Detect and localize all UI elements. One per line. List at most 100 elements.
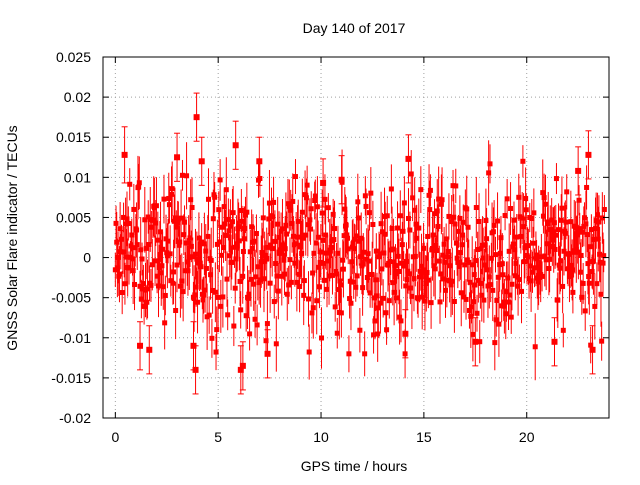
data-point	[391, 289, 397, 295]
data-point	[232, 244, 238, 250]
data-point	[419, 263, 425, 269]
data-point	[160, 284, 166, 290]
data-point	[454, 255, 460, 261]
data-point	[124, 216, 130, 222]
data-point	[440, 276, 446, 282]
data-point	[326, 273, 332, 279]
data-point	[470, 331, 476, 337]
y-tick-label: -0.005	[51, 290, 91, 306]
data-point	[187, 235, 193, 241]
data-point	[240, 249, 246, 255]
data-point	[368, 190, 374, 196]
data-point	[342, 206, 348, 212]
data-point	[399, 260, 405, 266]
data-point	[138, 247, 144, 253]
data-point	[434, 248, 440, 254]
data-point	[288, 279, 294, 285]
data-point	[453, 183, 459, 189]
data-point	[566, 251, 572, 257]
data-point	[168, 278, 174, 284]
data-point	[225, 216, 231, 222]
data-point	[464, 257, 470, 263]
data-point	[383, 310, 389, 316]
data-point	[594, 281, 600, 287]
data-point	[309, 310, 315, 316]
data-point	[206, 312, 212, 318]
data-point	[280, 242, 286, 248]
data-point	[447, 278, 453, 284]
data-point	[597, 251, 603, 257]
data-point	[296, 271, 302, 277]
data-point	[497, 262, 503, 268]
data-point	[559, 205, 565, 211]
data-point	[437, 299, 443, 305]
data-point	[474, 310, 480, 316]
data-point	[217, 177, 223, 183]
data-point	[503, 289, 509, 295]
data-point	[512, 247, 518, 253]
data-point	[222, 221, 228, 227]
data-point	[205, 233, 211, 239]
data-point	[463, 296, 469, 302]
data-point	[592, 226, 598, 232]
data-point	[473, 205, 479, 211]
data-point	[358, 235, 364, 241]
data-point	[432, 211, 438, 217]
data-point	[172, 215, 178, 221]
data-point	[324, 286, 330, 292]
data-point	[549, 243, 555, 249]
data-point	[538, 254, 544, 260]
data-point	[362, 351, 368, 357]
data-point	[527, 263, 533, 269]
data-point	[375, 331, 381, 337]
data-point	[121, 214, 127, 220]
data-point	[508, 206, 514, 212]
data-point	[145, 286, 151, 292]
data-point	[495, 274, 501, 280]
data-point	[399, 242, 405, 248]
data-point	[229, 219, 235, 225]
data-point	[441, 241, 447, 247]
data-point	[545, 221, 551, 227]
data-point	[552, 246, 558, 252]
data-point	[199, 239, 205, 245]
data-point	[338, 310, 344, 316]
data-point	[456, 228, 462, 234]
data-point	[496, 321, 502, 327]
data-point	[271, 299, 277, 305]
data-point	[349, 259, 355, 265]
data-point	[188, 197, 194, 203]
data-point	[442, 287, 448, 293]
data-point	[150, 217, 156, 223]
data-point	[464, 206, 470, 212]
data-point	[553, 232, 559, 238]
data-point	[384, 327, 390, 333]
data-point	[436, 196, 442, 202]
data-point	[137, 342, 144, 349]
data-point	[355, 199, 361, 205]
data-point	[453, 240, 459, 246]
x-tick-label: 20	[519, 429, 535, 445]
y-tick-label: 0.02	[64, 89, 91, 105]
data-point	[525, 243, 531, 249]
data-point	[209, 335, 215, 341]
data-point	[310, 270, 316, 276]
data-point	[186, 240, 192, 246]
data-point	[366, 210, 372, 216]
data-point	[201, 241, 207, 247]
data-point	[230, 210, 236, 216]
data-point	[271, 199, 277, 205]
data-point	[310, 305, 316, 311]
data-point	[550, 229, 556, 235]
data-point	[290, 198, 296, 204]
data-point	[354, 273, 360, 279]
data-point	[561, 248, 567, 254]
data-point	[596, 219, 602, 225]
data-point	[341, 233, 347, 239]
data-point	[344, 232, 350, 238]
data-point	[165, 238, 171, 244]
data-point	[361, 249, 367, 255]
data-point	[513, 260, 519, 266]
data-point	[578, 252, 584, 258]
